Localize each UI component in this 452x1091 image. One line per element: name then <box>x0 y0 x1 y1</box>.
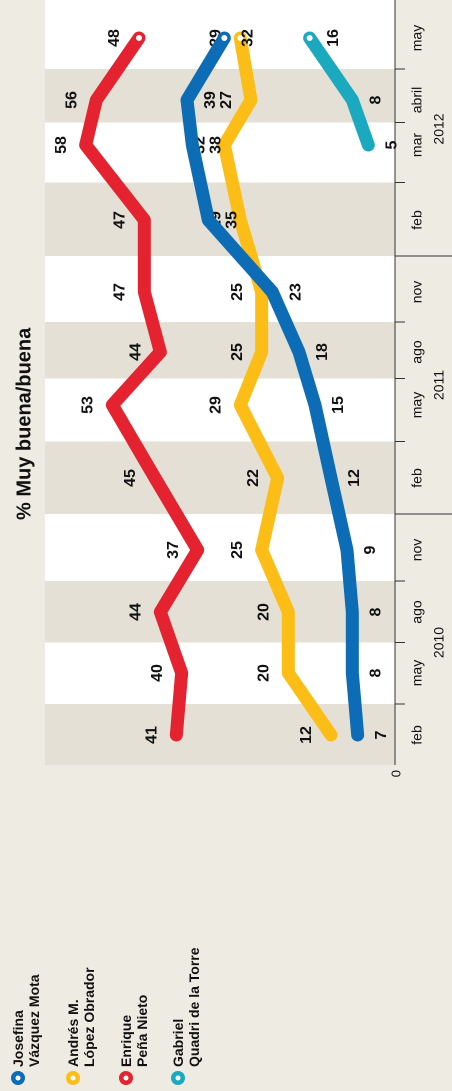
data-label: 44 <box>128 343 145 361</box>
data-label: 40 <box>149 664 166 682</box>
data-label: 27 <box>218 91 235 109</box>
data-label: 20 <box>256 603 273 621</box>
data-label: 22 <box>245 469 262 487</box>
data-label: 58 <box>53 136 70 154</box>
legend-swatch-dot <box>123 1075 129 1081</box>
data-label: 53 <box>80 396 97 414</box>
x-tick-label: ago <box>409 600 425 624</box>
data-label: 23 <box>288 283 305 301</box>
chart-title: % Muy buena/buena <box>13 327 35 520</box>
x-tick-label: feb <box>409 468 425 488</box>
x-tick-label: feb <box>409 725 425 745</box>
legend-item: Enrique Peña Nieto <box>118 994 150 1067</box>
legend-label: Josefina Vázquez Mota <box>10 974 42 1067</box>
data-label: 56 <box>64 91 81 109</box>
data-label: 5 <box>384 140 401 149</box>
legend-label: Enrique Peña Nieto <box>118 994 150 1067</box>
data-label: 12 <box>346 469 363 487</box>
data-label: 41 <box>144 726 161 744</box>
data-label: 8 <box>368 95 385 104</box>
x-tick-label: may <box>409 25 425 51</box>
band <box>45 581 395 643</box>
data-label: 32 <box>240 29 257 47</box>
data-label: 25 <box>229 283 246 301</box>
line-end <box>219 33 230 43</box>
band <box>45 441 395 514</box>
year-label: 2012 <box>431 113 447 144</box>
legend-swatch-dot <box>15 1075 21 1081</box>
data-label: 38 <box>208 136 225 154</box>
line-end <box>235 33 246 43</box>
legend-label: Gabriel Quadri de la Torre <box>170 947 202 1067</box>
series-line <box>217 31 338 742</box>
data-label: 12 <box>298 726 315 744</box>
rotated-frame: % Muy buena/buena 0 feb may ago nov feb may ago… <box>10 0 452 1085</box>
data-label: 29 <box>208 396 225 414</box>
year-label: 2011 <box>431 370 447 400</box>
series-line <box>79 31 205 742</box>
data-label: 9 <box>362 545 379 554</box>
data-label: 39 <box>202 91 219 109</box>
data-label: 37 <box>165 541 182 559</box>
data-label: 47 <box>112 283 129 301</box>
legend-swatch-dot <box>175 1075 181 1081</box>
data-label: 15 <box>330 396 347 414</box>
line-end <box>304 33 315 43</box>
data-label: 45 <box>122 469 139 487</box>
x-tick-label: feb <box>409 210 425 230</box>
legend-item: Andrés M. López Obrador <box>65 967 97 1067</box>
data-label: 18 <box>314 343 331 361</box>
x-tick-label: may <box>409 392 425 418</box>
data-label: 16 <box>325 29 342 47</box>
data-label: 8 <box>368 668 385 677</box>
y-tick-label: 0 <box>388 770 403 777</box>
x-tick-label: nov <box>409 281 425 304</box>
data-label: 35 <box>224 211 241 229</box>
legend-swatch-dot <box>70 1075 76 1081</box>
data-label: 25 <box>229 541 246 559</box>
x-tick-label: abril <box>409 87 425 113</box>
data-label: 8 <box>368 607 385 616</box>
legend-item: Josefina Vázquez Mota <box>10 974 42 1067</box>
band <box>45 704 395 765</box>
band <box>45 69 395 123</box>
data-label: 25 <box>229 343 246 361</box>
data-label: 20 <box>256 664 273 682</box>
x-tick-label: ago <box>409 340 425 364</box>
band <box>45 322 395 379</box>
data-label: 47 <box>112 211 129 229</box>
legend-label: Andrés M. López Obrador <box>65 967 97 1067</box>
x-tick-label: mar <box>409 133 425 157</box>
line-end <box>134 33 144 43</box>
data-label: 48 <box>106 29 123 47</box>
data-label: 44 <box>128 603 145 621</box>
x-tick-label: nov <box>409 539 425 562</box>
data-label: 7 <box>373 730 390 739</box>
x-tick-label: may <box>409 660 425 686</box>
year-label: 2010 <box>431 627 447 658</box>
series-line <box>180 31 365 742</box>
series-line <box>303 31 375 152</box>
legend-item: Gabriel Quadri de la Torre <box>170 947 202 1067</box>
